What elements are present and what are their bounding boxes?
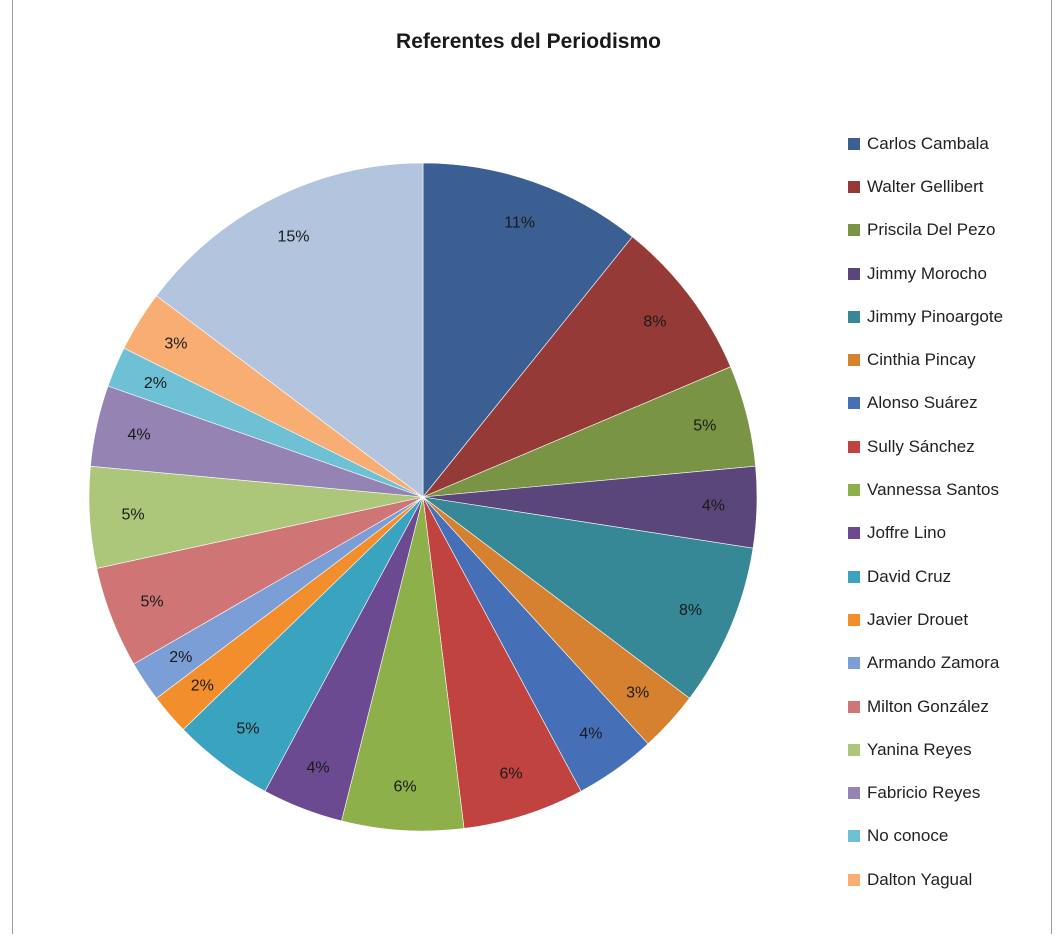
chart-frame — [12, 0, 1052, 934]
legend-swatch — [848, 657, 860, 670]
legend-item: Fabricio Reyes — [848, 771, 1003, 814]
legend-swatch — [848, 354, 860, 367]
legend-label: David Cruz — [867, 566, 952, 586]
slice-data-label: 5% — [121, 506, 144, 523]
legend-item: Jimmy Morocho — [848, 252, 1003, 295]
legend-item: Sully Sánchez — [848, 425, 1003, 468]
pie-slice — [422, 496, 582, 829]
legend-item: Alonso Suárez — [848, 382, 1003, 425]
legend-label: Fabricio Reyes — [867, 783, 981, 803]
legend-item: Priscila Del Pezo — [848, 209, 1003, 252]
legend-label: Joffre Lino — [867, 523, 947, 543]
legend-label: Alonso Suárez — [867, 393, 978, 413]
legend-swatch — [848, 440, 860, 453]
legend-swatch — [848, 743, 860, 756]
legend-item: Armando Zamora — [848, 642, 1003, 685]
legend-item: Cinthia Pincay — [848, 338, 1003, 381]
legend-item: Walter Gellibert — [848, 165, 1003, 208]
slice-data-label: 8% — [679, 602, 702, 619]
slice-data-label: 5% — [140, 594, 163, 611]
legend-swatch — [848, 267, 860, 280]
legend-item: Joffre Lino — [848, 512, 1003, 555]
slice-data-label: 6% — [500, 765, 523, 782]
slice-data-label: 4% — [579, 726, 602, 743]
legend-swatch — [848, 527, 860, 540]
legend-swatch — [848, 613, 860, 626]
legend-swatch — [848, 484, 860, 497]
legend-item: David Cruz — [848, 555, 1003, 598]
slice-data-label: 4% — [702, 497, 725, 514]
legend-item: Vannessa Santos — [848, 468, 1003, 511]
legend-swatch — [848, 787, 860, 800]
legend-item: Dalton Yagual — [848, 858, 1003, 901]
legend-swatch — [848, 700, 860, 713]
slice-data-label: 3% — [626, 684, 649, 701]
legend-label: Milton González — [867, 696, 989, 716]
legend-item: Javier Drouet — [848, 598, 1003, 641]
legend-item: Milton González — [848, 685, 1003, 728]
legend-label: Priscila Del Pezo — [867, 220, 996, 240]
pie-slice — [422, 162, 633, 498]
legend-label: No conoce — [867, 826, 949, 846]
slice-data-label: 4% — [306, 760, 329, 777]
legend-item: Carlos Cambala — [848, 122, 1003, 165]
legend-label: Javier Drouet — [867, 609, 969, 629]
pie-slice — [422, 236, 731, 498]
legend-label: Vannessa Santos — [867, 480, 999, 500]
slice-data-label: 11% — [504, 214, 535, 231]
legend-item: Jimmy Pinoargote — [848, 295, 1003, 338]
slice-data-label: 5% — [693, 418, 716, 435]
legend-swatch — [848, 310, 860, 323]
slice-data-label: 5% — [236, 720, 259, 737]
pie-slice — [341, 496, 465, 832]
slice-data-label: 3% — [164, 336, 187, 353]
legend-label: Cinthia Pincay — [867, 350, 976, 370]
slice-data-label: 2% — [191, 678, 214, 695]
legend-label: Yanina Reyes — [867, 739, 972, 759]
legend-label: Sully Sánchez — [867, 436, 975, 456]
legend-swatch — [848, 180, 860, 193]
legend-label: Dalton Yagual — [867, 869, 973, 889]
legend-label: Armando Zamora — [867, 653, 1000, 673]
slice-data-label: 6% — [394, 779, 417, 796]
legend-label: Jimmy Pinoargote — [867, 306, 1004, 326]
legend-label: Walter Gellibert — [867, 176, 984, 196]
slice-data-label: 15% — [277, 228, 309, 245]
legend-swatch — [848, 137, 860, 150]
legend-item: Yanina Reyes — [848, 728, 1003, 771]
pie-slice — [422, 496, 754, 699]
legend-swatch — [848, 224, 860, 237]
legend-label: Carlos Cambala — [867, 133, 989, 153]
legend-swatch — [848, 397, 860, 410]
slice-data-label: 4% — [128, 426, 151, 443]
legend-swatch — [848, 873, 860, 886]
slice-data-label: 2% — [144, 375, 167, 392]
chart-legend: Carlos Cambala Walter Gellibert Priscila D… — [848, 122, 1003, 901]
legend-swatch — [848, 570, 860, 583]
slice-data-label: 8% — [643, 313, 666, 330]
slice-data-label: 2% — [169, 649, 192, 666]
pie-slice — [156, 162, 424, 498]
legend-item: No conoce — [848, 815, 1003, 858]
chart-title: Referentes del Periodismo — [396, 30, 661, 53]
legend-swatch — [848, 830, 860, 843]
legend-label: Jimmy Morocho — [867, 263, 987, 283]
